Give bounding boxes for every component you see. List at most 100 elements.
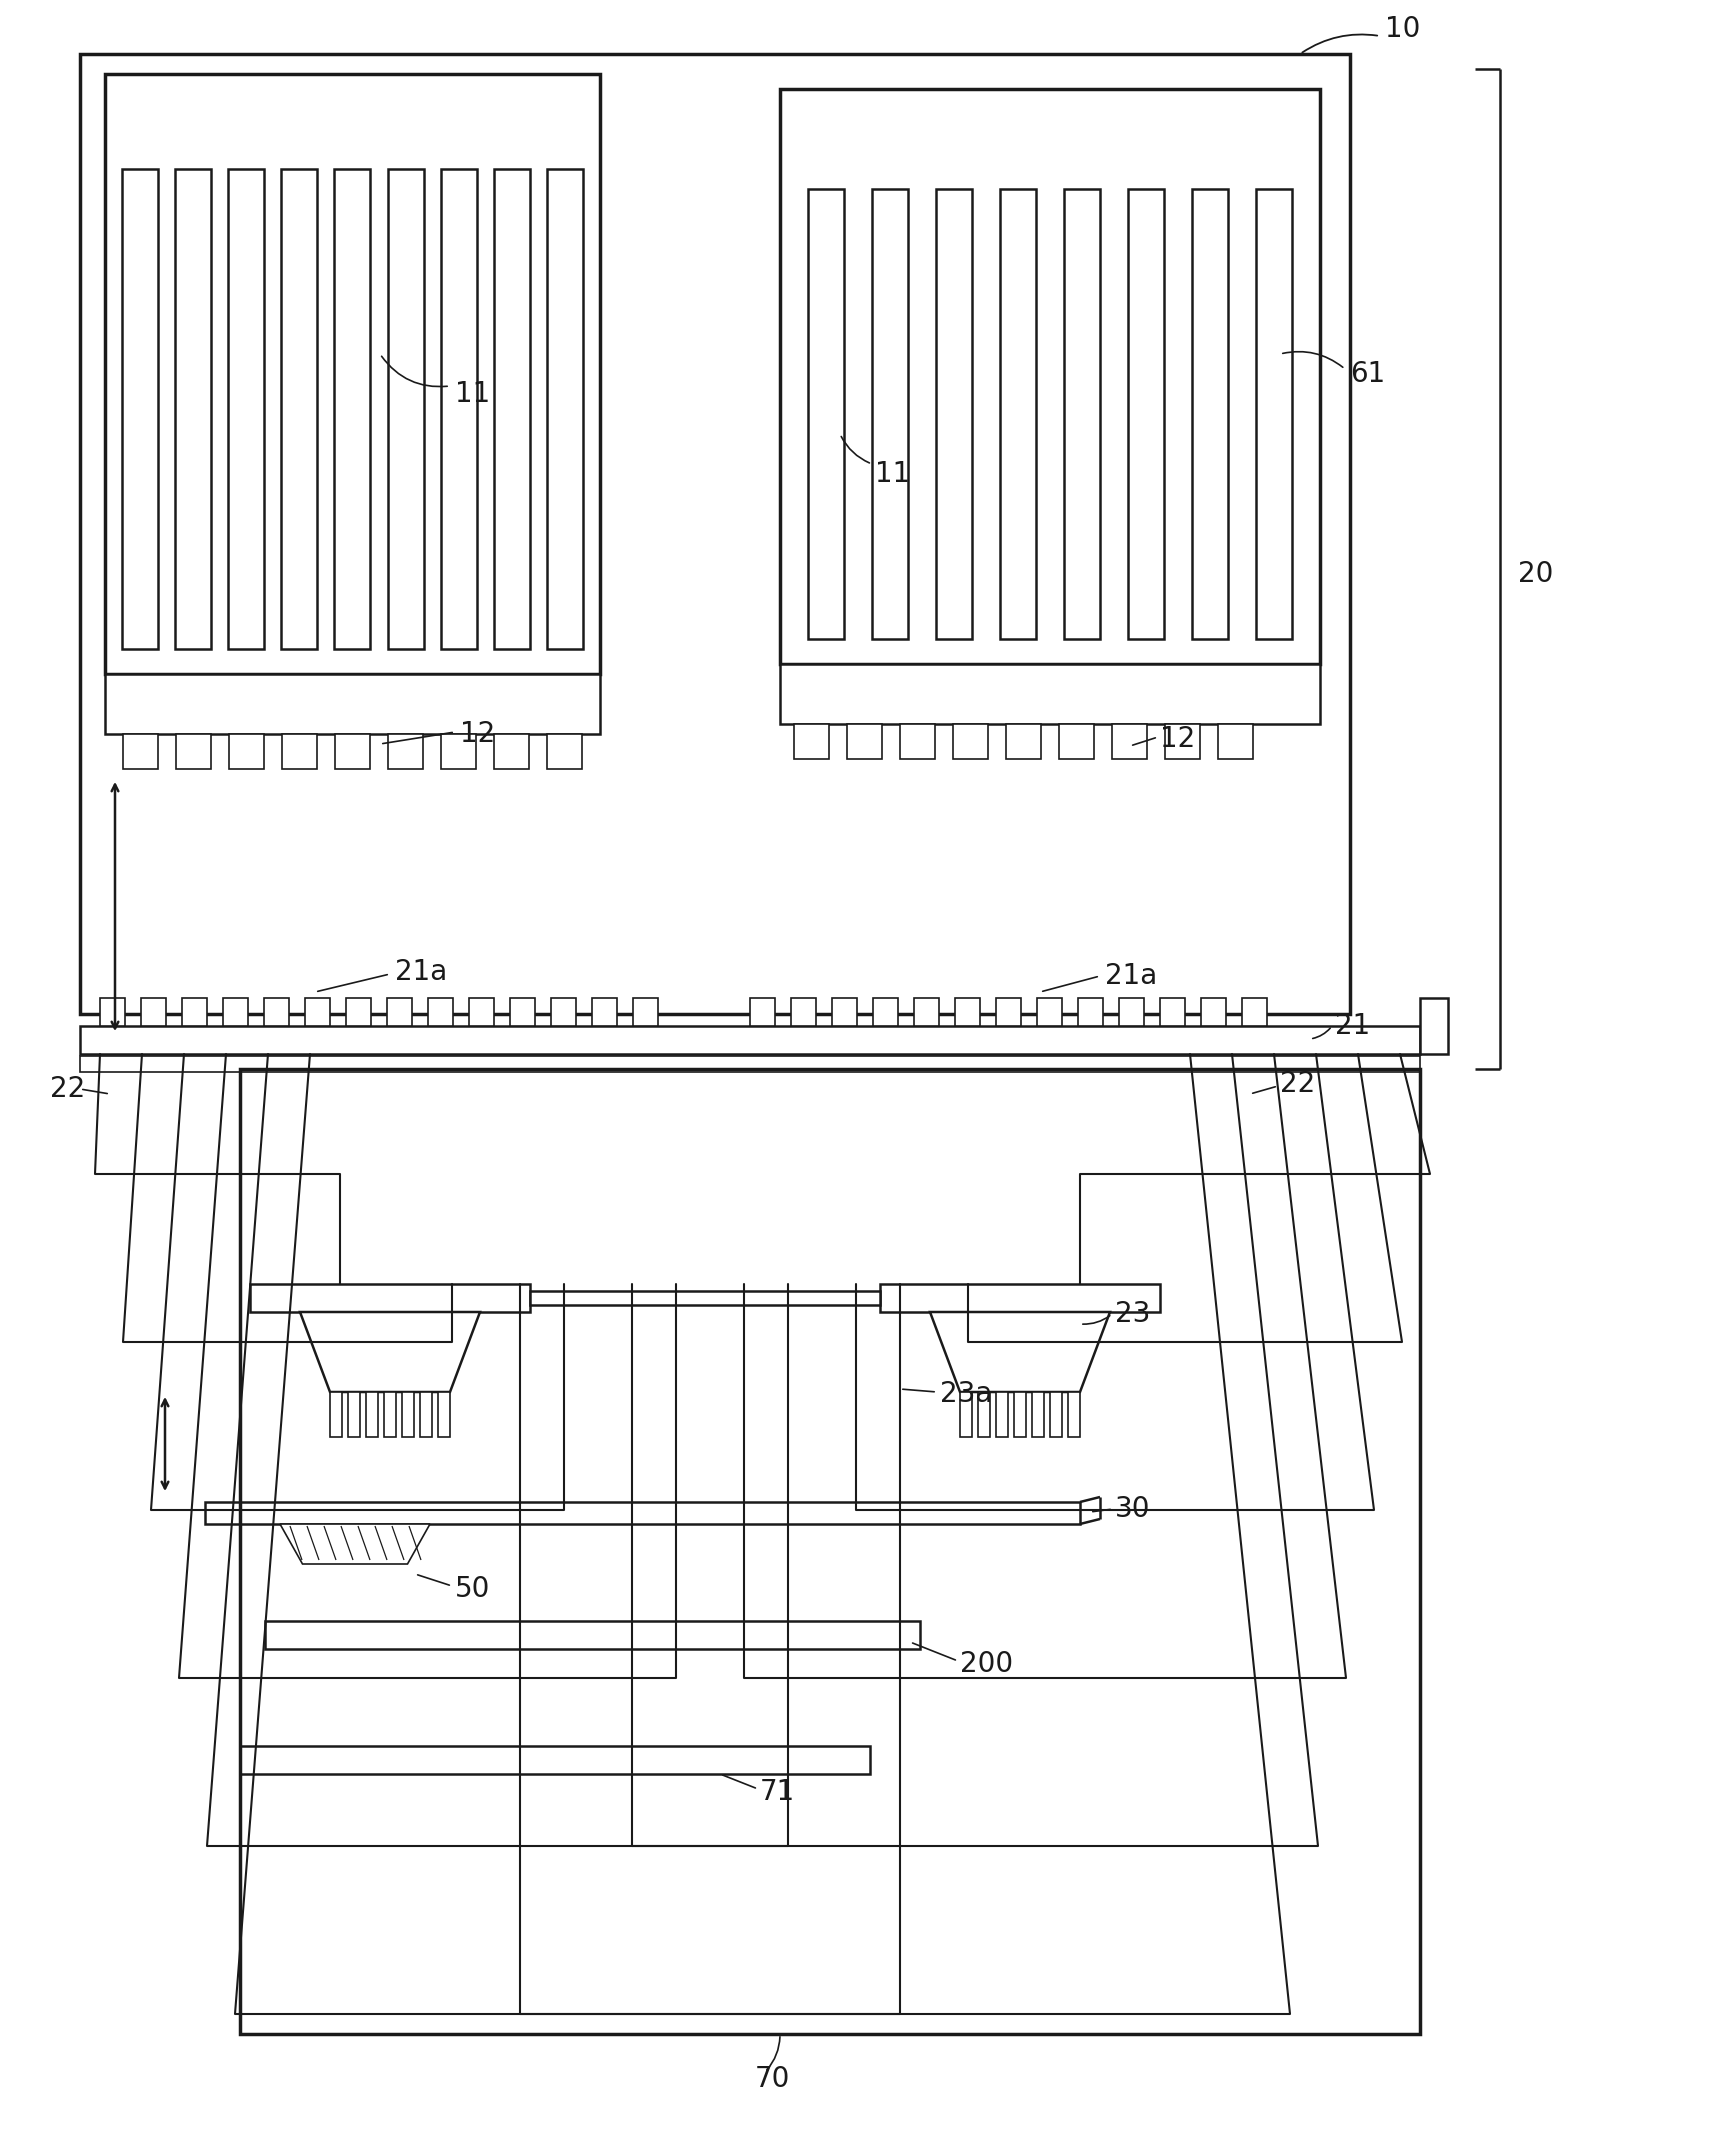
Bar bbox=[223, 997, 249, 1025]
Bar bbox=[749, 997, 775, 1025]
Bar bbox=[440, 168, 476, 648]
Bar bbox=[996, 997, 1020, 1025]
Bar bbox=[494, 735, 528, 769]
Bar bbox=[81, 1055, 1419, 1073]
Bar bbox=[780, 88, 1320, 663]
Bar bbox=[1241, 997, 1267, 1025]
Bar bbox=[1118, 997, 1143, 1025]
Bar bbox=[105, 73, 600, 674]
Bar bbox=[105, 674, 600, 735]
Bar bbox=[1164, 724, 1200, 758]
Text: 22: 22 bbox=[1279, 1071, 1315, 1099]
Bar bbox=[790, 997, 816, 1025]
Bar bbox=[847, 724, 881, 758]
Bar bbox=[1058, 724, 1094, 758]
Bar bbox=[440, 735, 476, 769]
Bar bbox=[468, 997, 494, 1025]
Bar bbox=[384, 1391, 396, 1437]
Bar bbox=[780, 663, 1320, 724]
Bar bbox=[250, 1284, 530, 1312]
Bar bbox=[99, 997, 125, 1025]
Text: 12: 12 bbox=[1159, 726, 1195, 754]
Bar bbox=[807, 190, 843, 640]
Text: 10: 10 bbox=[1385, 15, 1419, 43]
Bar bbox=[1013, 1391, 1025, 1437]
Bar bbox=[401, 1391, 413, 1437]
Text: 23: 23 bbox=[1114, 1301, 1150, 1329]
Bar bbox=[871, 190, 907, 640]
Bar bbox=[1111, 724, 1147, 758]
Text: 23a: 23a bbox=[939, 1381, 992, 1409]
Bar bbox=[177, 735, 211, 769]
Bar bbox=[334, 168, 370, 648]
Bar bbox=[914, 997, 939, 1025]
Bar bbox=[1049, 1391, 1061, 1437]
Bar bbox=[1128, 190, 1164, 640]
Bar bbox=[437, 1391, 449, 1437]
Bar bbox=[266, 1622, 919, 1650]
Bar bbox=[955, 997, 979, 1025]
Bar bbox=[230, 735, 264, 769]
Bar bbox=[632, 997, 658, 1025]
Bar bbox=[206, 1501, 1080, 1525]
Bar bbox=[1037, 997, 1061, 1025]
Bar bbox=[1032, 1391, 1044, 1437]
Bar bbox=[996, 1391, 1008, 1437]
Bar bbox=[387, 168, 423, 648]
Bar bbox=[281, 168, 317, 648]
Bar bbox=[329, 1391, 341, 1437]
Bar bbox=[175, 168, 211, 648]
Text: 61: 61 bbox=[1349, 360, 1385, 388]
Bar bbox=[123, 735, 158, 769]
Bar bbox=[1191, 190, 1227, 640]
Bar bbox=[348, 1391, 360, 1437]
Bar bbox=[81, 1025, 1419, 1053]
Bar bbox=[1068, 1391, 1080, 1437]
Polygon shape bbox=[300, 1312, 480, 1391]
Bar bbox=[346, 997, 370, 1025]
Bar bbox=[365, 1391, 377, 1437]
Bar bbox=[387, 997, 411, 1025]
Bar bbox=[182, 997, 207, 1025]
Text: 22: 22 bbox=[50, 1075, 86, 1103]
Bar bbox=[1078, 997, 1102, 1025]
Text: 20: 20 bbox=[1517, 560, 1553, 588]
Text: 50: 50 bbox=[454, 1575, 490, 1603]
Bar bbox=[1200, 997, 1226, 1025]
Bar bbox=[936, 190, 972, 640]
Bar bbox=[334, 735, 370, 769]
Bar bbox=[122, 168, 158, 648]
Bar bbox=[509, 997, 535, 1025]
Text: 71: 71 bbox=[759, 1777, 795, 1805]
Bar bbox=[999, 190, 1035, 640]
Bar bbox=[494, 168, 530, 648]
Text: 30: 30 bbox=[1114, 1495, 1150, 1523]
Bar bbox=[900, 724, 934, 758]
Bar bbox=[591, 997, 617, 1025]
Bar bbox=[81, 54, 1349, 1015]
Bar bbox=[1419, 997, 1447, 1053]
Text: 70: 70 bbox=[754, 2066, 790, 2094]
Bar bbox=[428, 997, 452, 1025]
Bar bbox=[420, 1391, 432, 1437]
Bar bbox=[872, 997, 898, 1025]
Text: 200: 200 bbox=[960, 1650, 1013, 1678]
Bar bbox=[547, 735, 581, 769]
Bar bbox=[953, 724, 987, 758]
Bar bbox=[1159, 997, 1184, 1025]
Bar bbox=[264, 997, 290, 1025]
Bar bbox=[228, 168, 264, 648]
Bar bbox=[387, 735, 423, 769]
Bar bbox=[977, 1391, 989, 1437]
Bar bbox=[879, 1284, 1159, 1312]
Bar bbox=[1217, 724, 1253, 758]
Bar bbox=[530, 1290, 879, 1305]
Bar bbox=[794, 724, 828, 758]
Bar bbox=[281, 735, 317, 769]
Bar bbox=[960, 1391, 972, 1437]
Bar bbox=[1063, 190, 1099, 640]
Text: 21a: 21a bbox=[394, 959, 447, 987]
Bar bbox=[831, 997, 857, 1025]
Polygon shape bbox=[279, 1525, 430, 1564]
Text: 21: 21 bbox=[1333, 1012, 1369, 1040]
